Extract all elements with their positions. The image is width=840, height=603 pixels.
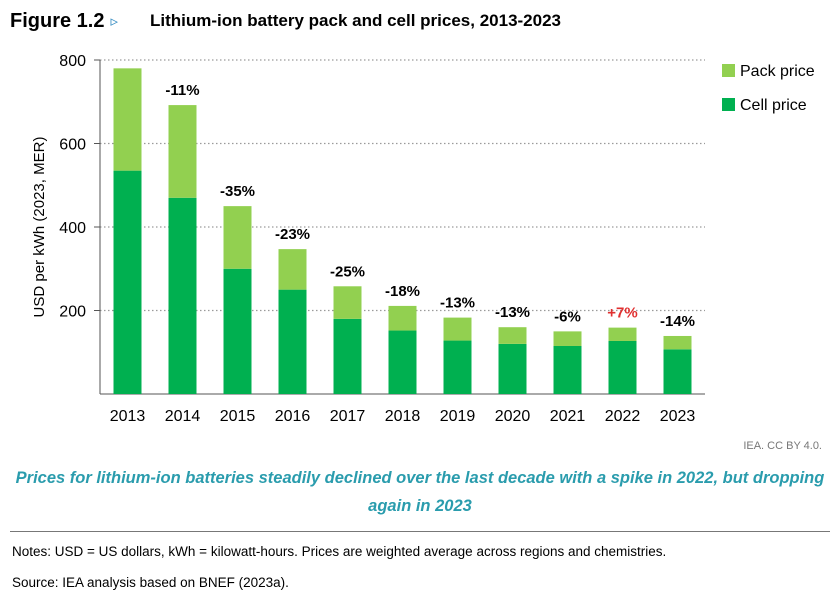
- x-tick-label: 2017: [330, 408, 366, 425]
- legend-swatch: [722, 98, 735, 111]
- x-tick-label: 2021: [550, 408, 586, 425]
- bar-cell-price: [278, 289, 307, 394]
- axes: 200 400 600 800 USD per kWh (2023, MER) 2013 2…: [31, 53, 705, 425]
- change-label: -6%: [554, 308, 581, 325]
- triangle-arrow-icon[interactable]: ▹: [110, 13, 119, 30]
- x-tick-label: 2013: [110, 408, 146, 425]
- gridlines: [100, 59, 705, 312]
- x-tick-label: 2020: [495, 408, 531, 425]
- x-tick-label: 2019: [440, 408, 476, 425]
- bar-cell-price: [223, 268, 252, 394]
- change-label: -23%: [275, 226, 310, 243]
- bar-cell-price: [498, 343, 527, 394]
- change-label: -25%: [330, 263, 365, 280]
- bars: [113, 68, 692, 394]
- bar-pack-price: [443, 317, 472, 341]
- divider: [10, 531, 830, 532]
- bar-pack-price: [498, 327, 527, 344]
- bar-chart: 200 400 600 800 USD per kWh (2023, MER) 2013 2…: [31, 53, 815, 425]
- x-tick-label: 2023: [660, 408, 696, 425]
- figure-title-bar: Figure 1.2 ▹ Lithium-ion battery pack an…: [10, 6, 830, 36]
- bar-pack-price: [333, 286, 362, 319]
- bar-pack-price: [553, 331, 582, 346]
- legend: Pack price Cell price: [722, 63, 815, 114]
- x-tick-label: 2018: [385, 408, 421, 425]
- y-tick-label: 800: [59, 53, 86, 70]
- y-tick-label: 400: [59, 220, 86, 237]
- y-tick-label: 200: [59, 304, 86, 321]
- bar-cell-price: [113, 170, 142, 394]
- bar-pack-price: [223, 206, 252, 269]
- x-tick-label: 2015: [220, 408, 256, 425]
- change-label: +7%: [607, 305, 637, 322]
- change-label: -13%: [495, 304, 530, 321]
- data-labels: -11% -35% -23% -25% -18% -13% -13% -6% +7% -14%: [165, 82, 695, 330]
- chart-title: Lithium-ion battery pack and cell prices…: [150, 11, 562, 30]
- bar-cell-price: [608, 340, 637, 394]
- bar-pack-price: [168, 105, 197, 198]
- x-tick-label: 2014: [165, 408, 201, 425]
- x-tick-label: 2022: [605, 408, 641, 425]
- change-label: -35%: [220, 183, 255, 200]
- y-axis-title: USD per kWh (2023, MER): [31, 137, 48, 318]
- x-tick-label: 2016: [275, 408, 311, 425]
- source-text: Source: IEA analysis based on BNEF (2023…: [12, 575, 289, 590]
- chart-caption: Prices for lithium-ion batteries steadil…: [15, 469, 825, 515]
- bar-pack-price: [608, 327, 637, 341]
- notes-text: Notes: USD = US dollars, kWh = kilowatt-…: [12, 544, 667, 559]
- bar-cell-price: [388, 330, 417, 394]
- change-label: -14%: [660, 313, 695, 330]
- bar-pack-price: [113, 68, 142, 171]
- bar-pack-price: [278, 249, 307, 290]
- bar-cell-price: [333, 318, 362, 394]
- bar-pack-price: [388, 305, 417, 331]
- bar-cell-price: [553, 345, 582, 394]
- legend-label: Cell price: [740, 97, 807, 114]
- legend-swatch: [722, 64, 735, 77]
- bar-cell-price: [663, 349, 692, 394]
- change-label: -18%: [385, 283, 420, 300]
- change-label: -11%: [165, 82, 199, 99]
- credit-text: IEA. CC BY 4.0.: [743, 440, 822, 452]
- bar-pack-price: [663, 335, 692, 350]
- bar-cell-price: [168, 197, 197, 394]
- bar-cell-price: [443, 340, 472, 394]
- y-tick-label: 600: [59, 137, 86, 154]
- figure-label: Figure 1.2: [10, 9, 105, 32]
- legend-label: Pack price: [740, 63, 815, 80]
- change-label: -13%: [440, 295, 475, 312]
